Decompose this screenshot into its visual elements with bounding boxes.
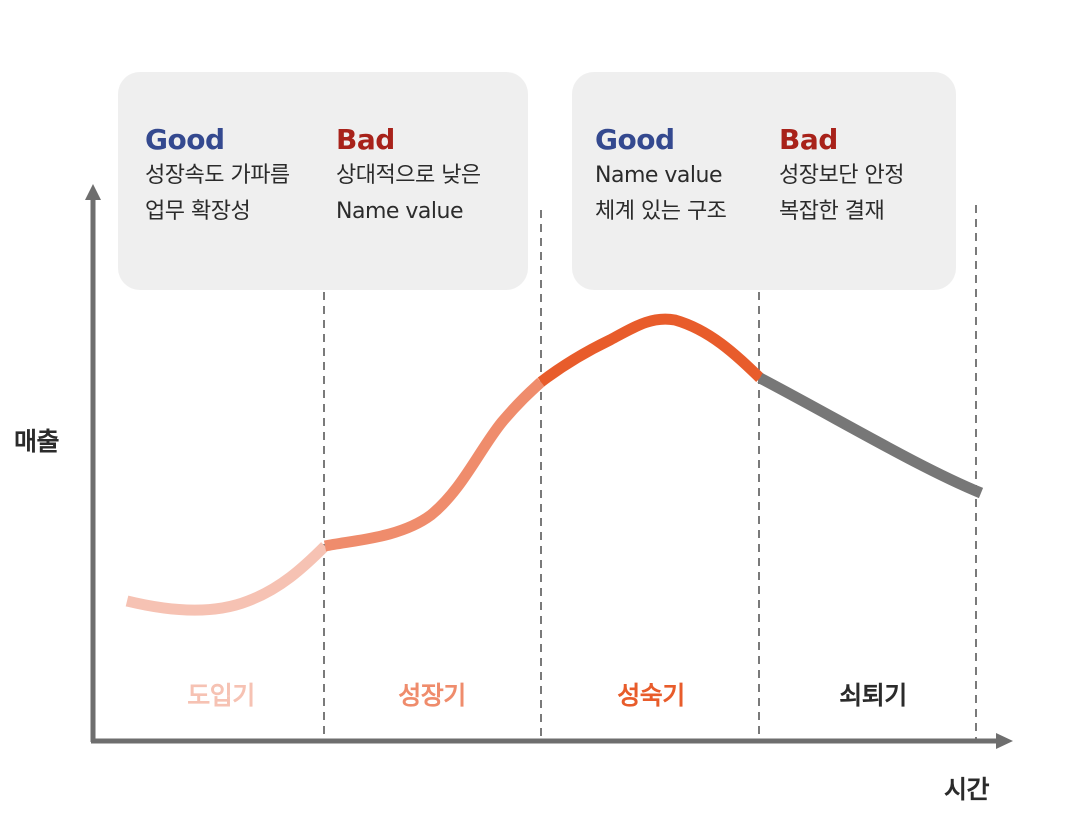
stage-label-intro: 도입기 <box>187 681 255 710</box>
bad-line: Name value <box>336 199 463 224</box>
curve-maturity-segment <box>537 313 764 387</box>
y-axis-arrowhead <box>85 184 101 200</box>
bad-title: Bad <box>779 123 838 156</box>
good-line: 체계 있는 구조 <box>595 199 727 224</box>
bad-column-2: Bad 성장보단 안정 복잡한 결재 <box>779 122 904 230</box>
y-axis-label: 매출 <box>14 427 60 456</box>
good-column-2: Good Name value 체계 있는 구조 <box>595 122 727 230</box>
info-box-growth <box>118 72 528 290</box>
info-box-maturity <box>572 72 956 290</box>
x-axis-arrowhead <box>996 733 1013 749</box>
curve-intro-segment <box>125 542 329 616</box>
stage-label-maturity: 성숙기 <box>617 681 685 710</box>
good-title: Good <box>595 123 675 156</box>
bad-line: 복잡한 결재 <box>779 199 885 224</box>
bad-line: 상대적으로 낮은 <box>336 163 481 188</box>
bad-title: Bad <box>336 123 395 156</box>
curve-decline-segment <box>757 373 984 499</box>
stage-label-growth: 성장기 <box>398 681 466 710</box>
good-line: 업무 확장성 <box>145 199 251 224</box>
good-line: Name value <box>595 163 723 188</box>
curve-growth-segment <box>323 377 545 552</box>
bad-line: 성장보단 안정 <box>779 163 904 188</box>
bad-column-1: Bad 상대적으로 낮은 Name value <box>336 122 481 230</box>
x-axis-label: 시간 <box>944 775 990 804</box>
good-column-1: Good 성장속도 가파름 업무 확장성 <box>145 122 290 230</box>
stage-label-decline: 쇠퇴기 <box>839 681 907 710</box>
good-title: Good <box>145 123 225 156</box>
good-line: 성장속도 가파름 <box>145 163 290 188</box>
